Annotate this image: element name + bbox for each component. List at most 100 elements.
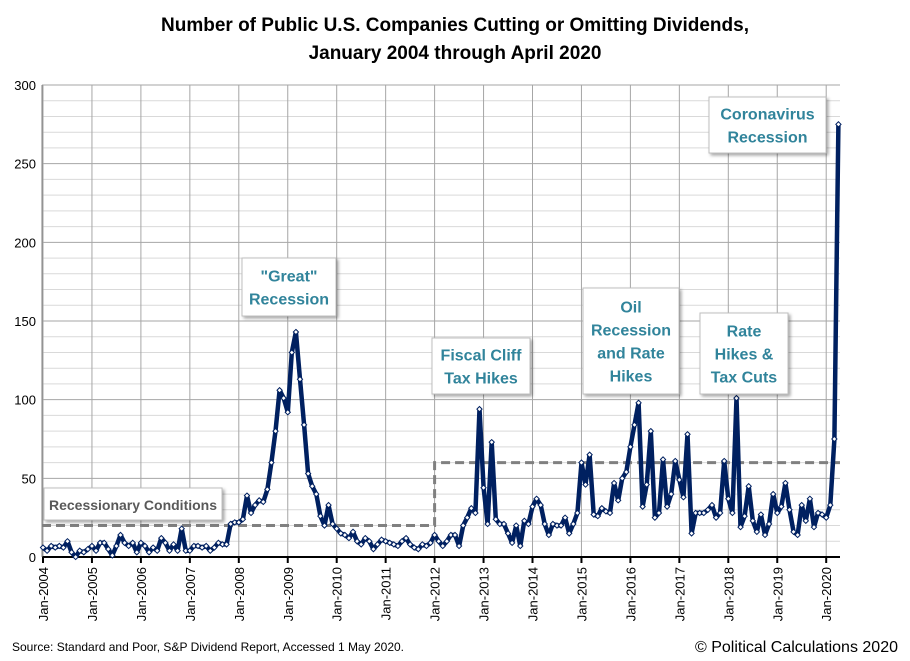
data-point xyxy=(145,548,153,556)
data-point xyxy=(533,495,540,503)
data-point xyxy=(720,457,728,465)
x-tick-label: Jan-2020 xyxy=(819,567,834,621)
annotation-box xyxy=(431,337,531,395)
data-point xyxy=(357,541,365,548)
data-point xyxy=(455,542,463,550)
data-point xyxy=(349,528,357,536)
data-point xyxy=(39,544,47,551)
data-point xyxy=(308,482,316,490)
y-tick-label: 250 xyxy=(14,157,36,172)
data-point xyxy=(614,497,622,504)
data-point xyxy=(627,443,634,451)
y-tick-label: 150 xyxy=(14,314,36,329)
data-point xyxy=(129,539,137,547)
data-point xyxy=(810,523,818,531)
data-point xyxy=(724,495,732,503)
data-point xyxy=(68,548,75,556)
y-tick-label: 300 xyxy=(14,78,36,93)
data-point xyxy=(712,514,720,521)
data-point xyxy=(663,503,671,510)
annotation-text: Tax Hikes xyxy=(444,371,518,388)
data-point xyxy=(329,520,336,528)
data-point xyxy=(247,509,255,517)
data-point xyxy=(141,542,149,550)
data-point xyxy=(56,542,63,550)
data-point xyxy=(174,547,181,555)
annotation-rate-hikes-tax-cuts: Rate Hikes & Tax Cuts xyxy=(699,312,789,395)
annotation-text: Hikes xyxy=(610,369,653,386)
data-point xyxy=(521,517,528,525)
data-point xyxy=(700,509,708,517)
data-point xyxy=(463,514,471,521)
annotation-box xyxy=(582,287,680,395)
chart-subtitle: January 2004 through April 2020 xyxy=(309,43,602,64)
data-point xyxy=(423,542,430,550)
data-point xyxy=(794,531,801,539)
data-point xyxy=(341,531,349,539)
data-point xyxy=(818,511,826,518)
data-point xyxy=(427,539,434,547)
data-point xyxy=(259,498,267,506)
annotation-box xyxy=(708,96,827,154)
data-point xyxy=(125,542,132,550)
data-point xyxy=(157,534,165,542)
x-tick-label: Jan-2013 xyxy=(477,567,492,621)
x-tick-label: Jan-2015 xyxy=(574,567,589,621)
data-point xyxy=(312,490,320,498)
data-point xyxy=(749,517,757,525)
data-point xyxy=(814,509,822,517)
data-point xyxy=(623,468,630,476)
x-tick-label: Jan-2016 xyxy=(623,567,638,621)
data-point xyxy=(451,531,459,539)
data-point xyxy=(80,548,88,556)
data-point xyxy=(806,495,814,503)
data-point xyxy=(88,542,96,550)
data-point xyxy=(643,481,651,488)
series-line-path xyxy=(41,124,841,560)
data-point xyxy=(574,509,581,517)
data-point xyxy=(782,479,789,487)
data-point xyxy=(537,501,544,509)
data-point xyxy=(655,509,663,517)
data-point xyxy=(92,547,100,555)
data-point xyxy=(651,514,659,521)
data-point xyxy=(272,427,279,435)
annotation-text: Tax Cuts xyxy=(711,370,777,387)
y-tick-label: 100 xyxy=(14,393,36,408)
annotation-text: Rate xyxy=(727,324,762,341)
data-point xyxy=(459,522,467,529)
data-point xyxy=(345,534,353,542)
data-point xyxy=(443,537,451,545)
data-point xyxy=(635,399,642,407)
data-point xyxy=(109,552,116,559)
data-point xyxy=(133,548,141,556)
data-point xyxy=(822,514,830,521)
series-line xyxy=(39,121,842,561)
annotation-coronavirus-recession: Coronavirus Recession xyxy=(708,96,827,154)
data-point xyxy=(149,544,157,551)
x-tick-label: Jan-2011 xyxy=(379,567,394,620)
data-point xyxy=(631,421,638,429)
x-tick-label: Jan-2007 xyxy=(183,567,198,621)
data-point xyxy=(47,542,55,550)
data-point xyxy=(268,459,275,466)
data-point xyxy=(484,520,491,528)
data-point xyxy=(586,451,593,459)
data-point xyxy=(153,547,161,555)
annotation-text: Fiscal Cliff xyxy=(441,348,523,365)
data-point xyxy=(541,520,549,528)
y-tick-label: 200 xyxy=(14,235,36,250)
data-point xyxy=(741,512,748,520)
data-point xyxy=(223,541,230,548)
data-point xyxy=(292,328,300,336)
data-point xyxy=(765,520,773,528)
data-point xyxy=(504,530,512,537)
data-point xyxy=(753,528,761,536)
y-tick-label: 50 xyxy=(22,471,36,486)
data-point xyxy=(321,522,328,529)
annotation-text: Recession xyxy=(249,292,329,309)
data-point xyxy=(826,501,834,509)
data-point xyxy=(716,509,724,517)
data-point xyxy=(304,470,312,477)
data-point xyxy=(786,506,793,514)
